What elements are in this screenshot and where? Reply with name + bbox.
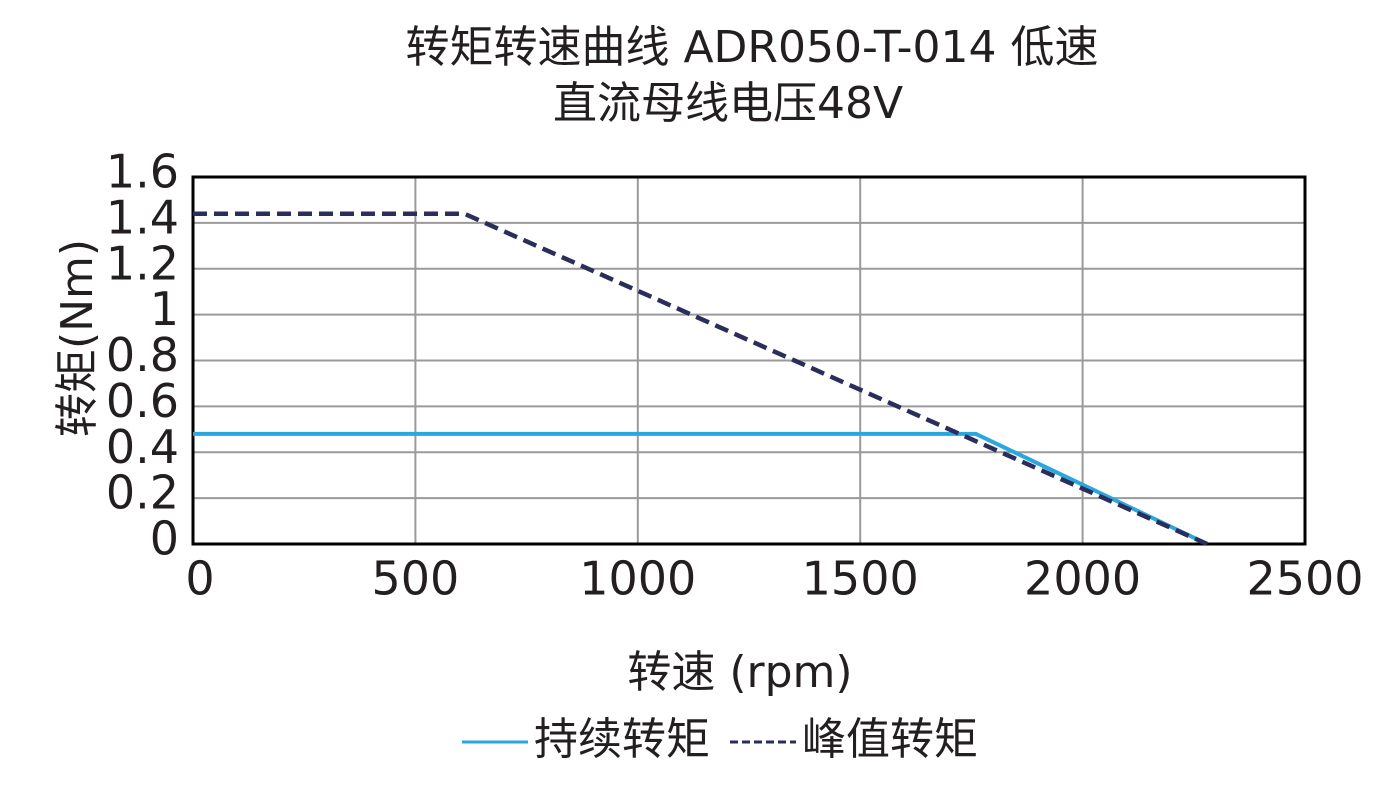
y-tick-label: 0.2 xyxy=(106,466,179,520)
x-tick-label: 1000 xyxy=(579,552,696,606)
x-tick-label: 1500 xyxy=(802,552,919,606)
legend-label: 持续转矩 xyxy=(534,714,710,765)
y-tick-label: 0.4 xyxy=(106,420,179,474)
y-axis-label: 转矩(Nm) xyxy=(52,239,103,437)
legend: 持续转矩 峰值转矩 xyxy=(462,714,978,765)
x-tick-label: 500 xyxy=(371,552,459,606)
y-tick-label: 1.6 xyxy=(106,145,179,199)
series-line xyxy=(193,431,1208,546)
chart-title: 转矩转速曲线 ADR050-T-014 低速 xyxy=(405,22,1098,73)
y-tick-label: 1 xyxy=(150,282,179,336)
x-tick-label: 2000 xyxy=(1024,552,1141,606)
y-tick-label: 0.8 xyxy=(106,328,179,382)
y-tick-label: 0 xyxy=(150,512,179,566)
series-line xyxy=(193,211,1209,547)
y-tick-label: 1.4 xyxy=(106,190,179,244)
y-tick-label: 1.2 xyxy=(106,236,179,290)
plot-border xyxy=(191,175,1307,546)
chart-subtitle: 直流母线电压48V xyxy=(553,78,903,129)
x-tick-label: 0 xyxy=(185,552,214,606)
y-tick-label: 0.6 xyxy=(106,374,179,428)
legend-label: 峰值转矩 xyxy=(802,714,978,765)
x-axis-label: 转速 (rpm) xyxy=(627,647,852,698)
x-tick-label: 2500 xyxy=(1246,552,1363,606)
